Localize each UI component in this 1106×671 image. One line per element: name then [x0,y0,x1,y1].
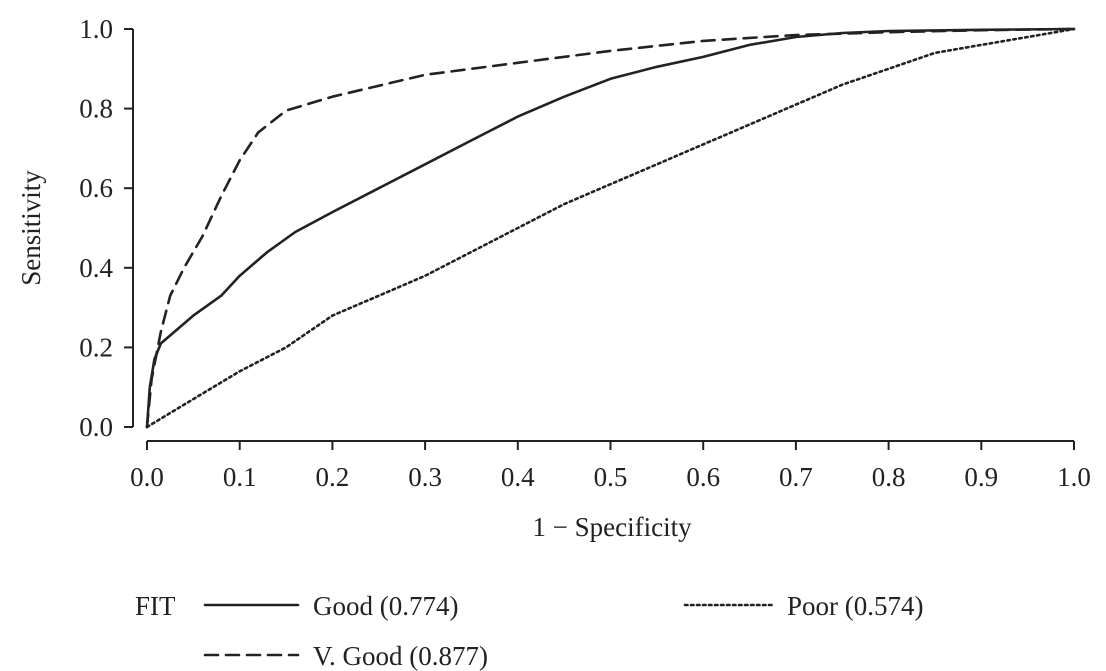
legend: FIT Good (0.774) V. Good (0.877) Poor (0.5… [135,591,924,671]
legend-label: Good (0.774) [313,591,458,621]
y-tick-label: 1.0 [79,14,113,44]
x-tick-label: 0.1 [223,462,257,492]
x-tick-label: 0.9 [964,462,998,492]
y-tick-label: 0.4 [79,253,113,283]
legend-label: V. Good (0.877) [313,641,488,671]
x-tick-label: 0.7 [779,462,813,492]
y-tick-label: 0.0 [79,412,113,442]
legend-vgood: V. Good (0.877) [203,641,488,671]
poor-curve [145,27,1076,429]
x-axis-label: 1 − Specificity [532,512,692,542]
y-tick-label: 0.8 [79,94,113,124]
x-tick-label: 0.4 [501,462,535,492]
legend-good: Good (0.774) [203,591,458,621]
x-tick-label: 0.3 [408,462,442,492]
x-tick-label: 0.0 [130,462,164,492]
legend-poor: Poor (0.574) [683,591,924,621]
good-curve [145,27,1076,429]
y-axis-ticks: 0.0 0.2 0.4 0.6 0.8 1.0 [79,14,133,442]
x-tick-label: 0.6 [686,462,720,492]
x-tick-label: 0.2 [316,462,350,492]
plot-area: 0.0 0.1 0.2 0.3 0.4 0.5 0.6 0.7 0.8 0.9 1.0 0.0 0.2… [79,14,1091,492]
vgood-curve [145,27,1076,429]
x-tick-label: 1.0 [1057,462,1091,492]
y-tick-label: 0.6 [79,173,113,203]
x-tick-label: 0.8 [872,462,906,492]
y-tick-label: 0.2 [79,332,113,362]
legend-label: Poor (0.574) [787,591,924,621]
y-axis-label: Sensitivity [16,170,46,286]
roc-curves [145,27,1076,429]
x-axis-ticks: 0.0 0.1 0.2 0.3 0.4 0.5 0.6 0.7 0.8 0.9 1.0 [130,441,1091,492]
x-tick-label: 0.5 [594,462,628,492]
legend-title: FIT [135,591,176,621]
